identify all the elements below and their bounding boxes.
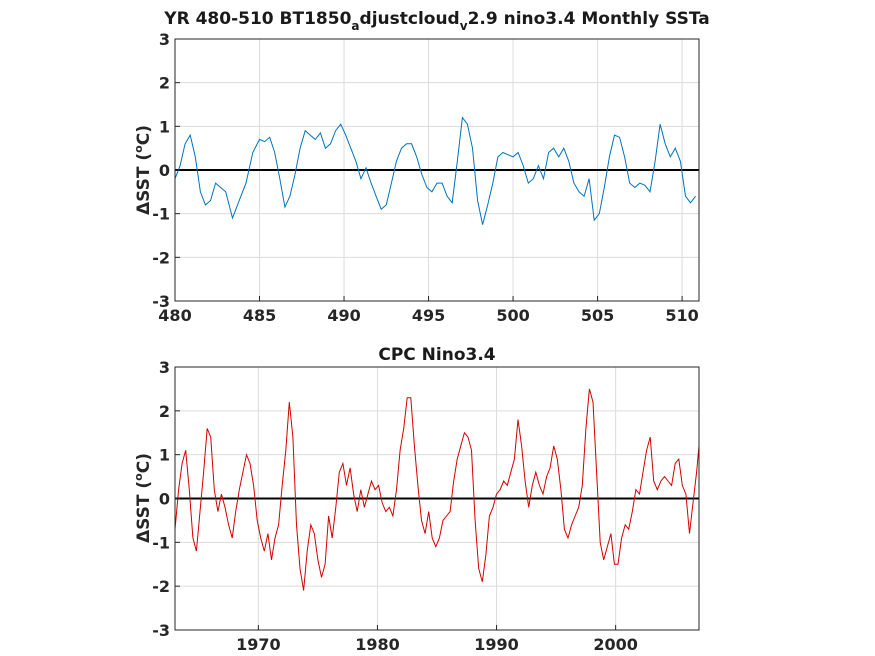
top-chart-y-tick-label: 0 (159, 161, 170, 180)
bottom-chart-y-tick-label: -3 (152, 621, 170, 640)
top-chart-y-tick-label: -1 (152, 205, 170, 224)
bottom-chart-y-tick-label: 2 (159, 402, 170, 421)
top-chart-y-tick-label: -2 (152, 248, 170, 267)
top-chart-panel: YR 480-510 BT1850adjustcloudv2.9 nino3.4… (132, 9, 710, 325)
bottom-chart-series-line (174, 388, 700, 591)
top-chart-y-tick-labels: -3 -2 -1 0 1 2 3 (152, 30, 180, 311)
top-chart-x-tick-label: 510 (665, 306, 698, 325)
top-chart-x-tick-labels: 480 485 490 495 500 505 510 (158, 296, 699, 325)
top-chart-title: YR 480-510 BT1850adjustcloudv2.9 nino3.4… (163, 9, 709, 33)
top-chart-y-tick-label: 1 (159, 117, 170, 136)
top-chart-x-tick-label: 485 (243, 306, 276, 325)
bottom-chart-y-tick-label: 1 (159, 446, 170, 465)
bottom-chart-x-tick-label: 1990 (474, 635, 519, 654)
bottom-chart-y-tick-label: 0 (159, 490, 170, 509)
bottom-chart-y-tick-labels: -3 -2 -1 0 1 2 3 (152, 358, 180, 640)
bottom-chart-panel: CPC Nino3.4 1970 1980 1990 2000 -3-2-10123 … (132, 345, 700, 654)
top-chart-y-axis-label: ΔSST (oC) (132, 125, 154, 215)
top-chart-x-tick-label: 500 (496, 306, 529, 325)
bottom-chart-y-tick-label: -2 (152, 577, 170, 596)
top-chart-series-line (174, 116, 696, 225)
bottom-chart-y-tick-label: 3 (159, 358, 170, 377)
bottom-chart-y-axis-label: ΔSST (oC) (132, 453, 154, 543)
top-chart-x-tick-label: 495 (412, 306, 445, 325)
top-chart-y-tick-label: 2 (159, 74, 170, 93)
bottom-chart-x-tick-label: 1970 (236, 635, 281, 654)
top-chart-x-tick-label: 505 (581, 306, 614, 325)
bottom-chart-title: CPC Nino3.4 (378, 345, 495, 365)
bottom-chart-y-tick-label: -1 (152, 533, 170, 552)
bottom-chart-x-tick-labels: 1970 1980 1990 2000 (236, 625, 638, 654)
top-chart-y-tick-label: 3 (159, 30, 170, 49)
top-chart-x-tick-label: 480 (158, 306, 191, 325)
top-chart-y-tick-label: -3 (152, 292, 170, 311)
top-chart-x-tick-label: 490 (327, 306, 360, 325)
bottom-chart-x-tick-label: 2000 (593, 635, 638, 654)
bottom-chart-x-tick-label: 1980 (355, 635, 400, 654)
